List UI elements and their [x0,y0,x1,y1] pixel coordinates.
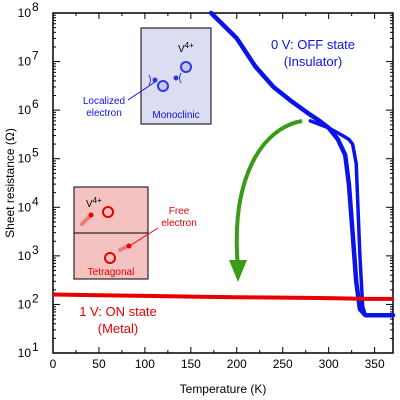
free-electron-trail-1 [80,214,92,226]
x-tick-label: 100 [135,357,155,371]
y-tick-exponent: 2 [32,291,39,305]
y-tick-label: 10 [18,297,32,311]
off-state-sublabel: (Insulator) [284,54,343,69]
series-off-loop-1 [208,10,396,318]
x-axis-title: Temperature (K) [180,382,267,396]
y-tick-exponent: 3 [32,243,39,257]
axis-ticks [52,12,393,354]
x-tick-label: 300 [319,357,339,371]
vanadium-atom-3 [102,206,114,218]
y-axis-title: Sheet resistance (Ω) [3,128,17,238]
free-callout-line [130,227,159,246]
y-tick-exponent: 1 [32,340,39,354]
off-state-label: 0 V: OFF state [271,37,355,52]
y-tick-exponent: 7 [32,49,39,63]
localized-label-line2: electron [86,108,122,119]
y-tick-label: 10 [18,6,32,20]
localized-electron-2 [152,77,158,83]
vanadium-atom-1 [180,61,192,73]
series-layer [52,10,396,318]
electron-orbit-left [148,74,151,86]
y-tick-label: 10 [18,103,32,117]
localized-electron-1 [173,75,179,81]
x-tick-label: 150 [181,357,201,371]
cooling-arrow [229,119,303,282]
monoclinic-inset: V4+ Monoclinic Localized electron [83,27,212,125]
on-state-sublabel: (Metal) [98,321,138,336]
x-tick-label: 50 [92,357,106,371]
y-tick-exponent: 8 [32,0,39,14]
vanadium-atom-2 [157,80,169,92]
tetragonal-phase-label: Tetragonal [88,267,135,278]
y-tick-label: 10 [18,152,32,166]
vanadium-atom-4 [104,252,116,264]
monoclinic-phase-label: Monoclinic [152,110,199,121]
y-tick-exponent: 4 [32,194,39,208]
y-tick-exponent: 6 [32,97,39,111]
localized-callout-line [127,81,156,101]
free-electron-1 [88,212,94,218]
series-on-line [52,292,393,301]
y-tick-label: 10 [18,200,32,214]
x-tick-label: 250 [273,357,293,371]
x-tick-labels: 0 50 100 150 200 250 300 350 [50,357,385,371]
x-tick-label: 0 [50,357,57,371]
tetragonal-ion-label: V4+ [86,196,102,210]
on-state-label: 1 V: ON state [79,304,157,319]
y-tick-exponent: 5 [32,146,39,160]
y-tick-label: 10 [18,346,32,360]
free-label-line1: Free [169,206,190,217]
series-off-loop-2 [308,119,368,317]
x-tick-label: 200 [227,357,247,371]
y-tick-label: 10 [18,249,32,263]
y-tick-label: 10 [18,55,32,69]
arrow-head [229,260,247,282]
arrow-curve [234,119,303,269]
free-electron-2 [126,243,132,249]
electron-orbit-right [179,72,182,84]
plot-frame [52,12,394,354]
tetragonal-inset: V4+ Free electron Tetragonal [73,186,197,280]
localized-label-line1: Localized [83,96,125,107]
free-label-line2: electron [161,218,197,229]
x-tick-label: 350 [365,357,385,371]
monoclinic-ion-label: V4+ [178,41,194,55]
